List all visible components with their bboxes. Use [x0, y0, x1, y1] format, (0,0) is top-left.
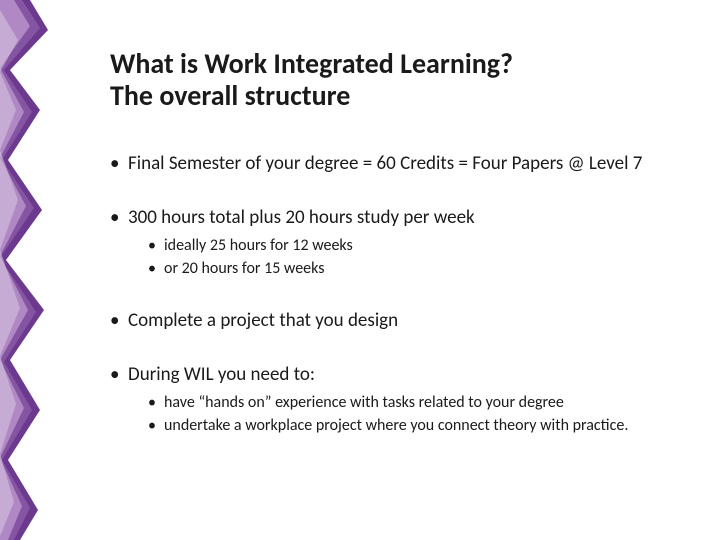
list-item: Final Semester of your degree = 60 Credi…	[110, 152, 690, 176]
bullet-text: Complete a project that you design	[128, 309, 398, 332]
list-item: have “hands on” experience with tasks re…	[148, 393, 690, 414]
list-item: Complete a project that you design	[110, 309, 690, 333]
sub-bullet-text: undertake a workplace project where you …	[164, 416, 628, 435]
list-item: During WIL you need to: have “hands on” …	[110, 363, 690, 436]
sub-bullet-text: ideally 25 hours for 12 weeks	[164, 236, 353, 255]
sub-bullet-text: or 20 hours for 15 weeks	[164, 259, 325, 278]
slide-content: What is Work Integrated Learning? The ov…	[110, 48, 690, 443]
side-decoration	[0, 0, 60, 540]
list-item: undertake a workplace project where you …	[148, 416, 690, 437]
sub-bullet-text: have “hands on” experience with tasks re…	[164, 393, 564, 412]
list-item: ideally 25 hours for 12 weeks	[148, 236, 690, 257]
sub-list: ideally 25 hours for 12 weeks or 20 hour…	[128, 236, 690, 280]
list-item: or 20 hours for 15 weeks	[148, 259, 690, 280]
list-item: 300 hours total plus 20 hours study per …	[110, 206, 690, 279]
slide: What is Work Integrated Learning? The ov…	[0, 0, 720, 540]
bullet-list: Final Semester of your degree = 60 Credi…	[110, 152, 690, 436]
title-line-1: What is Work Integrated Learning?	[110, 48, 690, 80]
bullet-text: 300 hours total plus 20 hours study per …	[128, 206, 475, 229]
sub-list: have “hands on” experience with tasks re…	[128, 393, 690, 437]
title-line-2: The overall structure	[110, 80, 690, 112]
bullet-text: During WIL you need to:	[128, 363, 315, 386]
bullet-text: Final Semester of your degree = 60 Credi…	[128, 152, 642, 175]
